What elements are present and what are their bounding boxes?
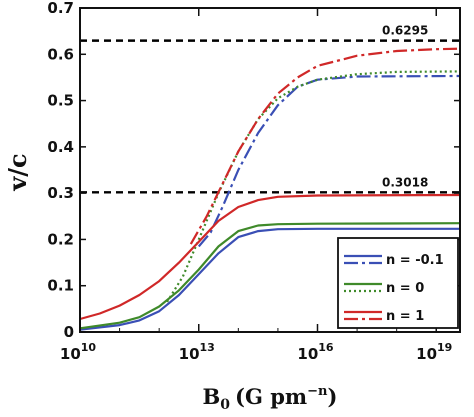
legend-label: n = 1 [386, 309, 424, 324]
series-line-n1-solid [79, 193, 461, 321]
series-line-n-0.1-solid [79, 227, 460, 331]
x-axis-label-units: (G pm [235, 384, 307, 409]
series-lines [79, 47, 461, 331]
plot-frame [79, 7, 461, 333]
y-tick-label: 0 [64, 323, 74, 341]
x-axis-label-close: ) [328, 384, 338, 409]
y-tick-label: 0.3 [47, 184, 74, 202]
legend-label: n = -0.1 [386, 253, 444, 268]
y-axis-label: v/c [3, 153, 32, 191]
axis-ticks: 0 0.1 0.2 0.3 0.4 0.5 0.6 0.7 1010 1013 1016 1019 [47, 0, 460, 363]
legend: n = -0.1 n = 0 n = 1 [337, 237, 459, 329]
y-tick-label: 0.5 [47, 92, 74, 110]
y-tick-label: 0.6 [47, 45, 74, 63]
y-tick-label: 0.7 [47, 0, 74, 17]
x-tick-label: 1019 [416, 341, 452, 363]
reference-line-label-2: 0.3018 [382, 175, 428, 189]
y-tick-label: 0.2 [47, 230, 74, 248]
x-axis-label: B0 (G pm−n) [203, 384, 338, 413]
x-axis-label-sup: −n [307, 384, 328, 399]
reference-lines: 0.6295 0.3018 [80, 24, 460, 194]
series-line-n0-solid [79, 222, 461, 330]
x-axis-label-main: B [203, 384, 221, 409]
series-line-n-0.1-dashdot [197, 74, 461, 248]
x-tick-label: 1016 [297, 341, 334, 363]
x-axis-label-sub: 0 [220, 397, 230, 413]
x-tick-label: 1010 [60, 341, 97, 363]
y-tick-label: 0.1 [47, 277, 74, 295]
reference-line-label-1: 0.6295 [382, 24, 428, 38]
series-line-n1-dashdot [189, 47, 461, 245]
x-tick-label: 1013 [179, 341, 215, 363]
y-tick-label: 0.4 [47, 138, 74, 156]
legend-label: n = 0 [386, 281, 424, 296]
